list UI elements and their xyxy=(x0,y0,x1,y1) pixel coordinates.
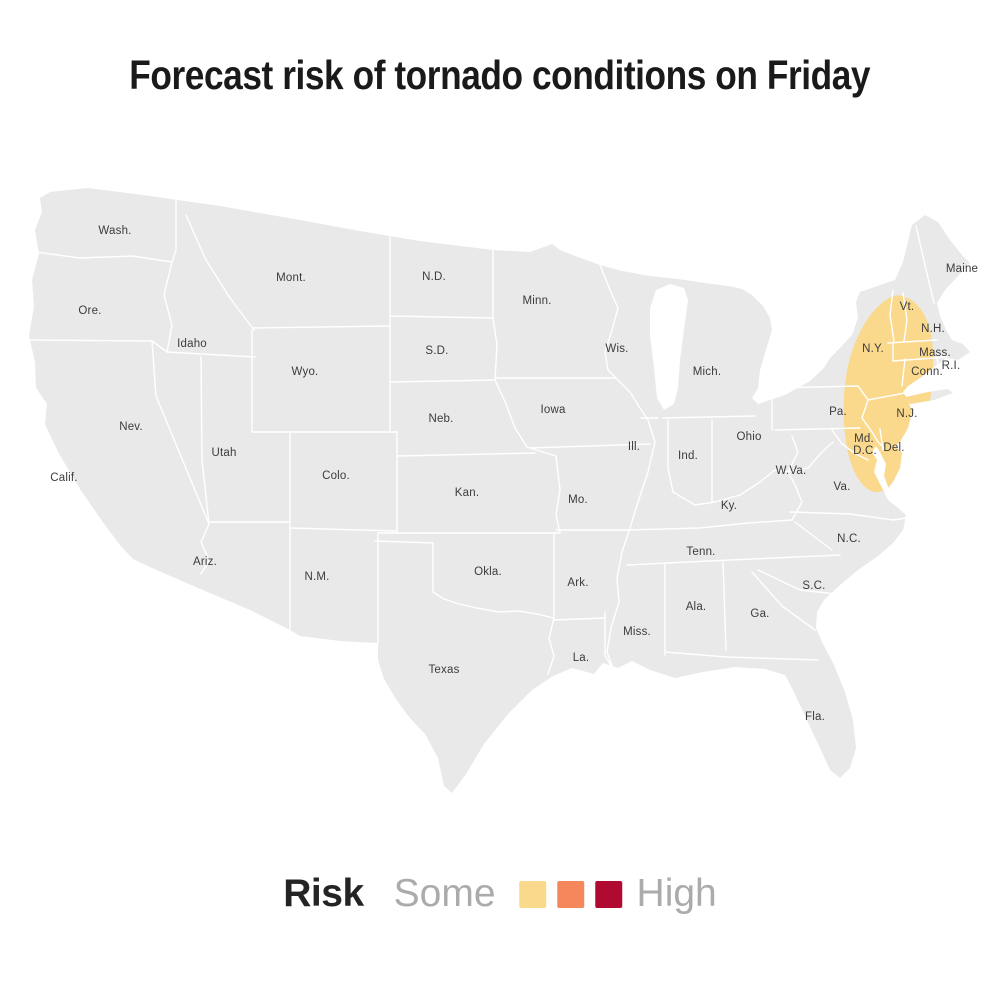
state-label-mont: Mont. xyxy=(276,272,306,284)
page-title-text: Forecast risk of tornado conditions on F… xyxy=(129,52,871,98)
state-label-md: Md. xyxy=(854,433,874,445)
state-label-texas: Texas xyxy=(428,664,460,676)
state-label-ny: N.Y. xyxy=(862,343,884,355)
page-title: Forecast risk of tornado conditions on F… xyxy=(0,52,1000,99)
state-label-del: Del. xyxy=(883,442,905,454)
state-label-fla: Fla. xyxy=(805,711,825,723)
state-label-sd: S.D. xyxy=(425,345,449,357)
us-landmass xyxy=(29,188,970,793)
state-label-wva: W.Va. xyxy=(775,465,807,477)
state-label-wyo: Wyo. xyxy=(291,366,319,378)
state-label-conn: Conn. xyxy=(911,366,943,378)
state-label-sc: S.C. xyxy=(802,580,826,592)
risk-legend: Risk Some High xyxy=(283,872,717,916)
state-label-minn: Minn. xyxy=(522,295,552,307)
legend-swatches xyxy=(519,880,623,908)
state-label-maine: Maine xyxy=(945,263,979,275)
state-label-okla: Okla. xyxy=(474,566,502,578)
state-label-wis: Wis. xyxy=(605,343,629,355)
state-label-tenn: Tenn. xyxy=(686,546,716,558)
state-label-ohio: Ohio xyxy=(736,431,762,443)
state-label-ariz: Ariz. xyxy=(193,556,217,568)
state-label-ore: Ore. xyxy=(78,305,102,317)
state-label-nm: N.M. xyxy=(304,571,330,583)
state-label-neb: Neb. xyxy=(428,413,454,425)
state-label-ga: Ga. xyxy=(750,608,770,620)
legend-high-label: High xyxy=(636,872,717,915)
state-label-mo: Mo. xyxy=(568,494,588,506)
state-label-vt: Vt. xyxy=(899,301,915,313)
state-label-calif: Calif. xyxy=(50,472,78,484)
state-label-nc: N.C. xyxy=(837,533,861,545)
state-label-ark: Ark. xyxy=(567,577,589,589)
state-label-nev: Nev. xyxy=(119,421,143,433)
legend-swatch-some xyxy=(519,880,547,908)
state-label-colo: Colo. xyxy=(322,470,350,482)
state-label-miss: Miss. xyxy=(623,626,651,638)
legend-swatch-medium xyxy=(557,880,585,908)
state-borders xyxy=(29,199,948,675)
state-label-nd: N.D. xyxy=(422,271,446,283)
state-label-idaho: Idaho xyxy=(177,338,207,350)
state-label-kan: Kan. xyxy=(454,487,480,499)
state-label-ala: Ala. xyxy=(685,601,707,613)
state-label-ill: Ill. xyxy=(627,441,641,453)
state-label-nh: N.H. xyxy=(921,323,945,335)
state-label-mich: Mich. xyxy=(692,366,722,378)
state-label-la: La. xyxy=(572,652,590,664)
legend-title: Risk xyxy=(283,872,364,915)
state-label-va: Va. xyxy=(833,481,851,493)
legend-low-label: Some xyxy=(393,872,496,915)
chesapeake-bay xyxy=(872,446,890,495)
state-label-iowa: Iowa xyxy=(540,404,566,416)
lake-michigan xyxy=(650,284,688,410)
state-label-dc: D.C. xyxy=(853,445,877,457)
state-label-mass: Mass. xyxy=(919,347,951,359)
state-label-ind: Ind. xyxy=(678,450,698,462)
state-label-ri: R.I. xyxy=(941,360,961,372)
state-label-ky: Ky. xyxy=(720,500,738,512)
state-label-wash: Wash. xyxy=(98,225,132,237)
state-label-nj: N.J. xyxy=(896,408,918,420)
state-label-utah: Utah xyxy=(211,447,237,459)
state-label-pa: Pa. xyxy=(829,406,847,418)
legend-swatch-high xyxy=(595,880,623,908)
